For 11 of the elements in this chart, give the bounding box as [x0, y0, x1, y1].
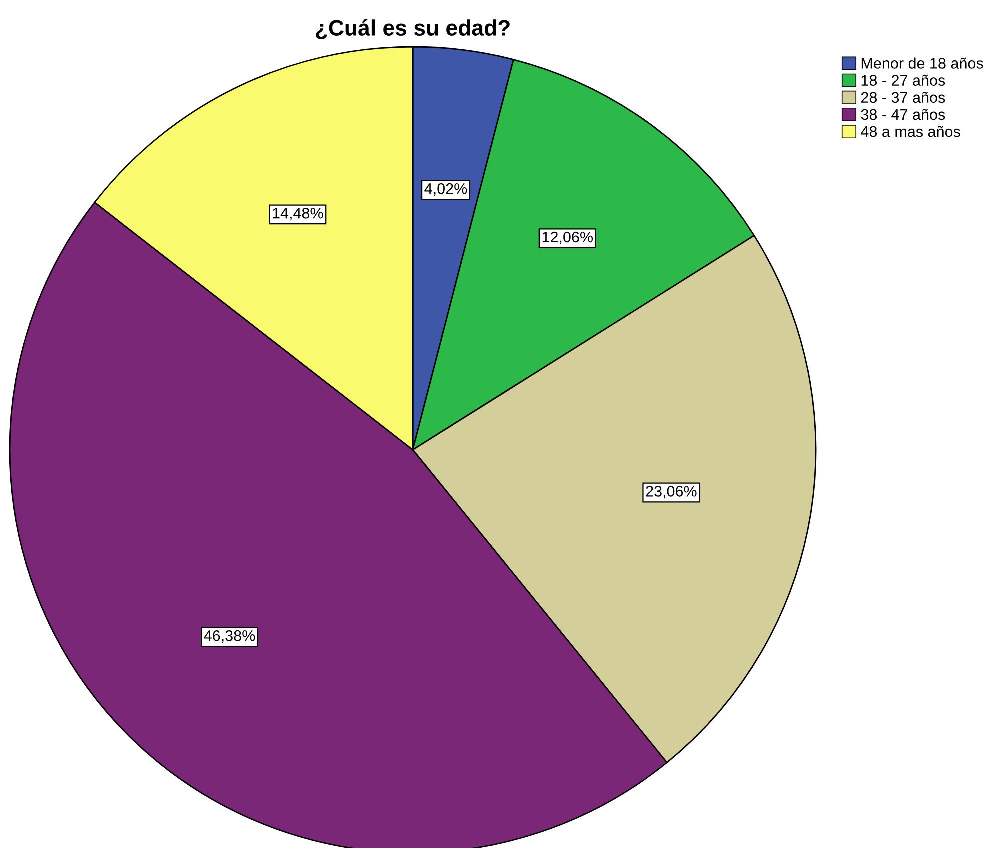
legend-label: 38 - 47 años: [861, 109, 946, 120]
legend-label: 48 a mas años: [861, 126, 960, 138]
data-label: 4,02%: [424, 183, 468, 196]
data-label: 46,38%: [204, 630, 256, 644]
data-label: 12,06%: [542, 232, 593, 244]
data-label: 14,48%: [273, 208, 324, 221]
data-label: 23,06%: [646, 486, 697, 499]
legend-label: 28 - 37 años: [861, 92, 946, 104]
chart-title: ¿Cuál es su edad?: [316, 19, 510, 40]
legend-label: Menor de 18 años: [862, 58, 984, 69]
legend-label: 18 - 27 años: [862, 74, 946, 86]
